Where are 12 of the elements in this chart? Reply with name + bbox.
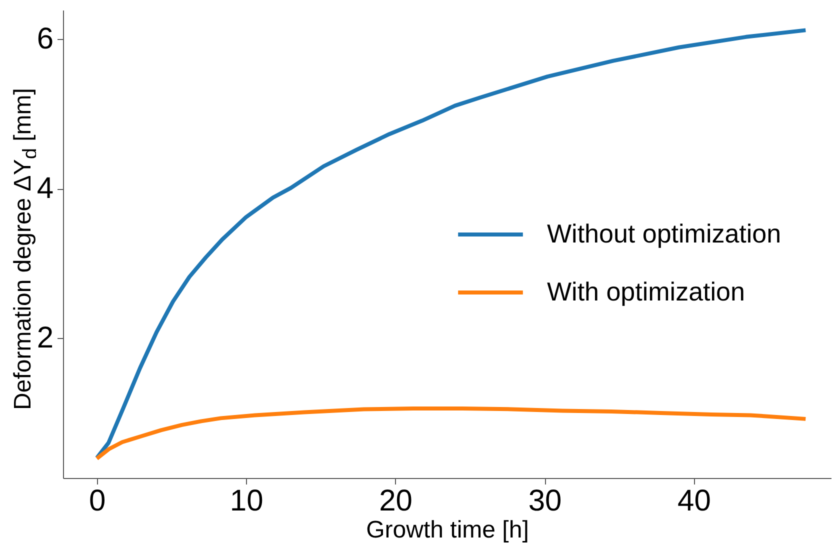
x-tick-label: 20 (379, 484, 412, 518)
x-tick-label: 10 (230, 484, 264, 518)
legend-label: Without optimization (547, 218, 782, 248)
x-axis-title: Growth time [h] (366, 516, 529, 544)
x-tick-label: 30 (528, 484, 562, 518)
line-series (94, 28, 808, 460)
y-tick-label: 6 (36, 22, 54, 56)
x-tick-label: 40 (678, 484, 711, 518)
y-tick-label: 4 (36, 172, 54, 206)
x-tick-label: 0 (89, 484, 106, 518)
legend-label: With optimization (547, 276, 745, 306)
line-series (94, 406, 808, 461)
